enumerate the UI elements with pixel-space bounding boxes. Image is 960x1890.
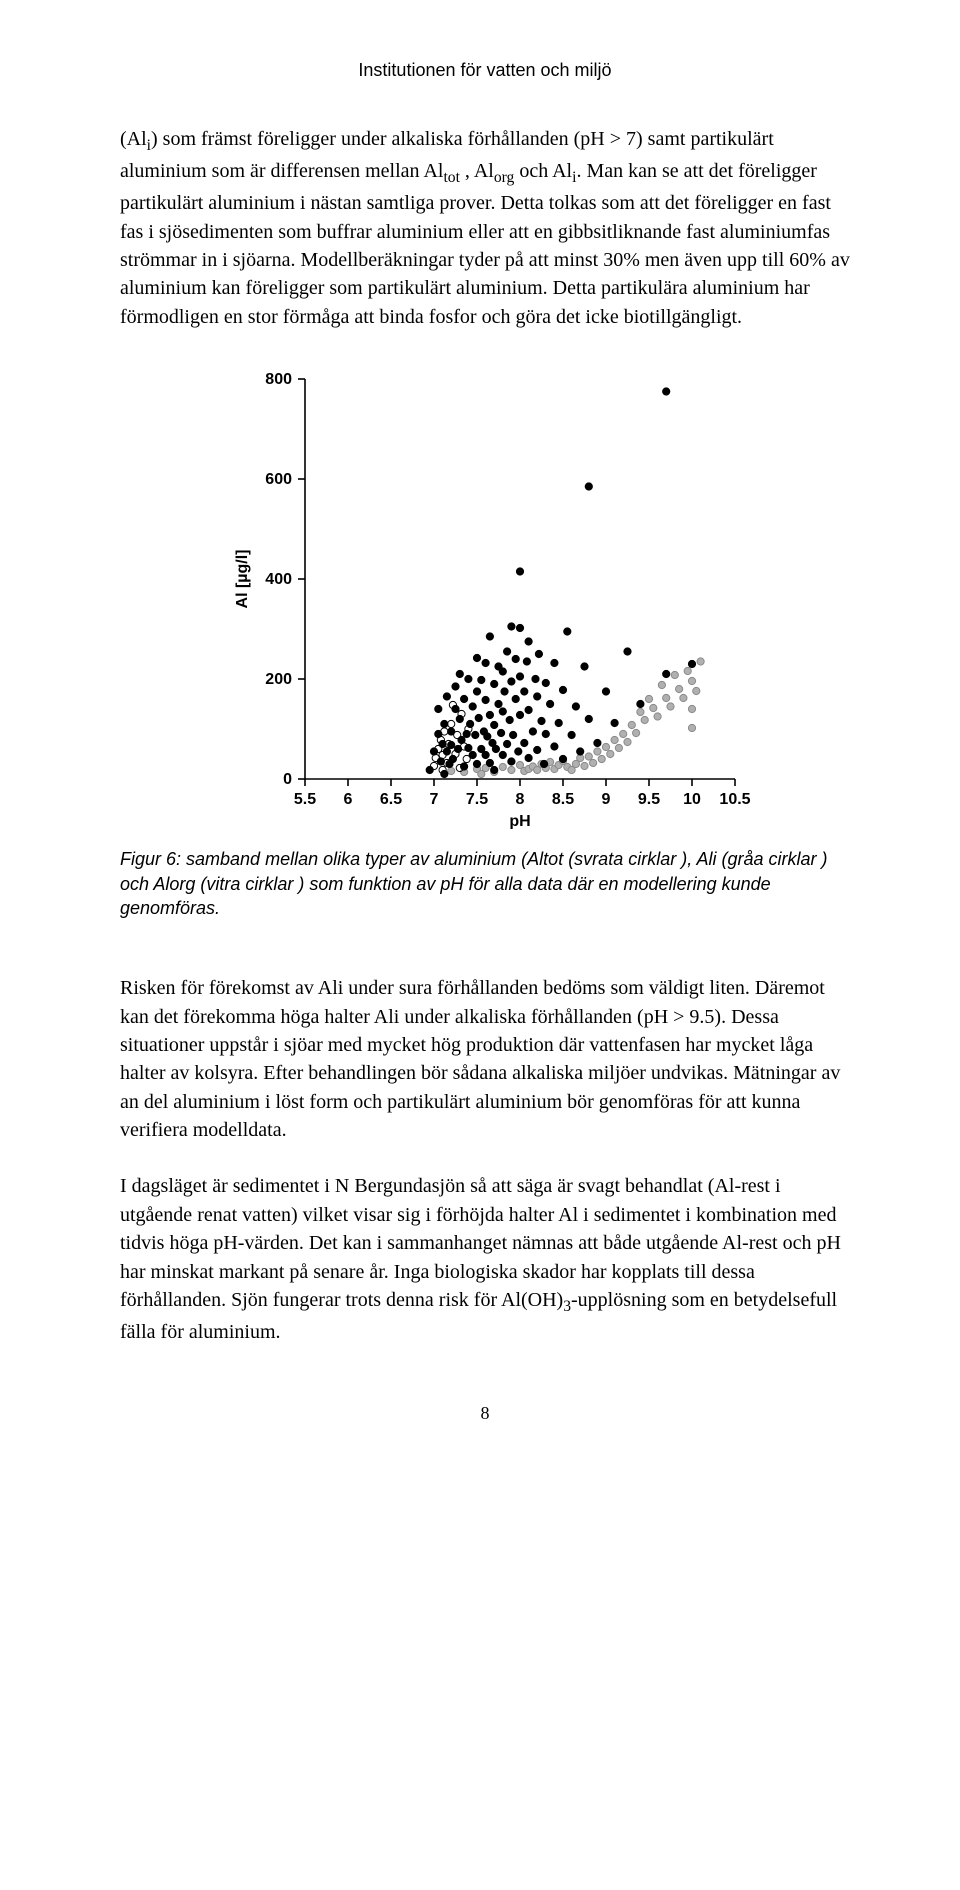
svg-text:pH: pH (509, 813, 530, 829)
running-head: Institutionen för vatten och miljö (120, 60, 850, 81)
svg-text:800: 800 (265, 371, 292, 388)
svg-text:9.5: 9.5 (638, 791, 660, 808)
svg-text:10.5: 10.5 (719, 791, 750, 808)
paragraph-2: Risken för förekomst av Ali under sura f… (120, 974, 850, 1144)
svg-text:8: 8 (516, 791, 525, 808)
svg-text:6.5: 6.5 (380, 791, 402, 808)
paragraph-1: (Ali) som främst föreligger under alkali… (120, 125, 850, 331)
svg-text:0: 0 (283, 771, 292, 788)
svg-text:200: 200 (265, 671, 292, 688)
svg-text:5.5: 5.5 (294, 791, 316, 808)
svg-text:9: 9 (602, 791, 611, 808)
svg-text:7: 7 (430, 791, 439, 808)
svg-text:400: 400 (265, 571, 292, 588)
svg-text:8.5: 8.5 (552, 791, 574, 808)
svg-text:6: 6 (344, 791, 353, 808)
svg-text:10: 10 (683, 791, 701, 808)
svg-text:600: 600 (265, 471, 292, 488)
scatter-chart: 0 200 400 600 800 Al [µg/l] 5.5 6 6.5 7 7.5 8 8.5 9 9.… (215, 359, 755, 829)
figure-6-caption: Figur 6: samband mellan olika typer av a… (120, 847, 850, 920)
paragraph-3: I dagsläget är sedimentet i N Bergundasj… (120, 1172, 850, 1346)
figure-6: 0 200 400 600 800 Al [µg/l] 5.5 6 6.5 7 7.5 8 8.5 9 9.… (120, 359, 850, 829)
page-number: 8 (120, 1403, 850, 1424)
svg-text:Al [µg/l]: Al [µg/l] (234, 550, 251, 609)
svg-text:7.5: 7.5 (466, 791, 488, 808)
